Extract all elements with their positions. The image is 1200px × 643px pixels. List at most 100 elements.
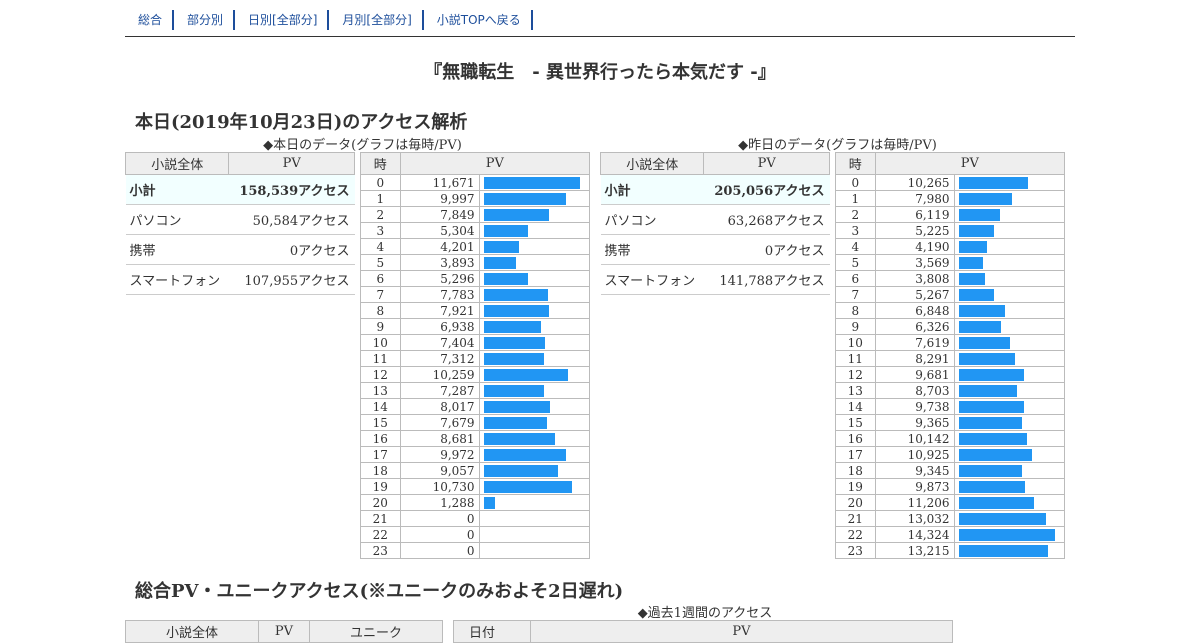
hour-label: 16 bbox=[835, 430, 876, 447]
hour-bar bbox=[483, 240, 519, 253]
hour-label: 8 bbox=[360, 302, 401, 319]
hour-bar bbox=[483, 448, 566, 461]
hour-pv-value: 7,980 bbox=[874, 190, 955, 207]
hour-pv-value: 3,808 bbox=[874, 270, 955, 287]
hour-bar-cell bbox=[478, 318, 591, 335]
hour-bar bbox=[958, 384, 1017, 397]
hour-label: 23 bbox=[360, 542, 401, 559]
hour-pv-value: 13,215 bbox=[874, 542, 955, 559]
hour-row: 19 9,873 bbox=[835, 478, 1066, 495]
hour-bar bbox=[483, 256, 516, 269]
hour-bar-cell bbox=[478, 462, 591, 479]
hour-pv-value: 4,190 bbox=[874, 238, 955, 255]
hour-row: 1 9,997 bbox=[360, 190, 591, 207]
hour-label: 9 bbox=[835, 318, 876, 335]
hour-bar-cell bbox=[953, 350, 1066, 367]
total-table: 小説全体 PV ユニーク bbox=[125, 620, 443, 643]
hour-pv-value: 9,345 bbox=[874, 462, 955, 479]
nav-link-3[interactable]: 月別[全部分] bbox=[329, 10, 424, 30]
col-header: 小説全体 bbox=[124, 152, 230, 175]
hour-row: 15 7,679 bbox=[360, 414, 591, 431]
hour-row: 2 7,849 bbox=[360, 206, 591, 223]
hour-bar-cell bbox=[478, 526, 591, 543]
hour-row: 22 14,324 bbox=[835, 526, 1066, 543]
hour-row: 12 9,681 bbox=[835, 366, 1066, 383]
hour-pv-value: 8,703 bbox=[874, 382, 955, 399]
hour-row: 11 8,291 bbox=[835, 350, 1066, 367]
hour-pv-value: 7,783 bbox=[399, 286, 480, 303]
week-table: 日付 PV bbox=[453, 620, 953, 643]
hour-bar-cell bbox=[953, 270, 1066, 287]
hour-bar bbox=[958, 272, 985, 285]
hour-pv-value: 7,287 bbox=[399, 382, 480, 399]
hour-bar-cell bbox=[478, 238, 591, 255]
hour-bar bbox=[958, 320, 1001, 333]
hour-row: 4 4,190 bbox=[835, 238, 1066, 255]
hour-pv-value: 5,267 bbox=[874, 286, 955, 303]
nav-link-4[interactable]: 小説TOPへ戻る bbox=[424, 10, 533, 30]
col-header: 小説全体 bbox=[125, 620, 259, 643]
nav-bar: 総合 部分別 日別[全部分] 月別[全部分] 小説TOPへ戻る bbox=[125, 10, 1075, 37]
hour-pv-value: 0 bbox=[399, 510, 480, 527]
hour-bar-cell bbox=[478, 366, 591, 383]
hour-bar-cell bbox=[953, 414, 1066, 431]
hour-bar bbox=[958, 416, 1022, 429]
nav-link-0[interactable]: 総合 bbox=[125, 10, 175, 30]
hour-pv-value: 13,032 bbox=[874, 510, 955, 527]
hour-bar-cell bbox=[478, 206, 591, 223]
hour-bar bbox=[958, 480, 1025, 493]
hour-row: 5 3,569 bbox=[835, 254, 1066, 271]
hour-label: 1 bbox=[835, 190, 876, 207]
hour-row: 20 11,206 bbox=[835, 494, 1066, 511]
hour-pv-value: 7,921 bbox=[399, 302, 480, 319]
hour-row: 16 8,681 bbox=[360, 430, 591, 447]
hour-bar-cell bbox=[478, 398, 591, 415]
hour-pv-value: 7,849 bbox=[399, 206, 480, 223]
hour-bar-cell bbox=[478, 174, 591, 191]
hour-bar-cell bbox=[953, 254, 1066, 271]
hour-pv-value: 3,893 bbox=[399, 254, 480, 271]
hour-label: 3 bbox=[360, 222, 401, 239]
hour-row: 7 7,783 bbox=[360, 286, 591, 303]
hour-label: 19 bbox=[360, 478, 401, 495]
hour-row: 18 9,345 bbox=[835, 462, 1066, 479]
hour-pv-value: 14,324 bbox=[874, 526, 955, 543]
summary-label: パソコン bbox=[125, 204, 229, 235]
hour-label: 21 bbox=[835, 510, 876, 527]
hour-pv-value: 0 bbox=[399, 542, 480, 559]
hour-row: 6 5,296 bbox=[360, 270, 591, 287]
hour-bar-cell bbox=[953, 542, 1066, 559]
summary-value: 0アクセス bbox=[703, 234, 830, 265]
hour-bar bbox=[958, 352, 1015, 365]
hour-row: 23 0 bbox=[360, 542, 591, 559]
hour-label: 9 bbox=[360, 318, 401, 335]
nav-link-1[interactable]: 部分別 bbox=[174, 10, 236, 30]
nav-link-2[interactable]: 日別[全部分] bbox=[235, 10, 330, 30]
hour-pv-value: 7,404 bbox=[399, 334, 480, 351]
hour-bar-cell bbox=[478, 302, 591, 319]
hour-row: 1 7,980 bbox=[835, 190, 1066, 207]
hour-bar-cell bbox=[953, 334, 1066, 351]
summary-label: 携帯 bbox=[600, 234, 704, 265]
hour-bar bbox=[958, 304, 1005, 317]
hour-label: 22 bbox=[835, 526, 876, 543]
hour-row: 21 0 bbox=[360, 510, 591, 527]
hour-label: 22 bbox=[360, 526, 401, 543]
hour-pv-value: 10,265 bbox=[874, 174, 955, 191]
summary-row: 携帯 0アクセス bbox=[125, 234, 355, 265]
hour-bar bbox=[958, 448, 1032, 461]
col-header: PV bbox=[530, 620, 953, 643]
hour-bar bbox=[958, 224, 994, 237]
hour-pv-value: 7,679 bbox=[399, 414, 480, 431]
hour-row: 4 4,201 bbox=[360, 238, 591, 255]
hour-bar-cell bbox=[953, 174, 1066, 191]
hour-pv-value: 5,304 bbox=[399, 222, 480, 239]
hour-pv-value: 6,938 bbox=[399, 318, 480, 335]
hour-bar-cell bbox=[478, 254, 591, 271]
hour-pv-value: 6,119 bbox=[874, 206, 955, 223]
hour-bar bbox=[958, 544, 1048, 557]
hour-bar-cell bbox=[953, 510, 1066, 527]
hour-label: 15 bbox=[835, 414, 876, 431]
hour-row: 20 1,288 bbox=[360, 494, 591, 511]
col-header: PV bbox=[874, 152, 1066, 175]
